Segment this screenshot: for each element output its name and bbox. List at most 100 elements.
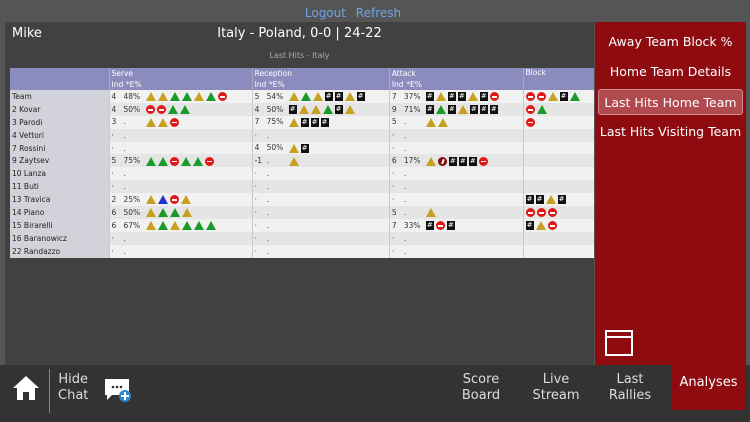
black-hash-square-icon: # xyxy=(425,221,434,231)
player-name: 3 Parodi xyxy=(10,115,109,129)
analyses-tab[interactable]: Analyses xyxy=(671,365,746,410)
ind-value: · xyxy=(391,169,395,179)
green-triangle-icon xyxy=(536,105,547,115)
last-rallies-line2: Rallies xyxy=(608,388,652,403)
name-header xyxy=(10,68,109,90)
table-row[interactable]: 4 Vettori ·. ·. ·. xyxy=(10,128,594,142)
e-pct-value: 50% xyxy=(123,207,141,217)
attack-cell: ·. xyxy=(388,141,524,155)
green-triangle-icon xyxy=(157,221,168,231)
menu-last-hits-home-team[interactable]: Last Hits Home Team xyxy=(598,89,743,115)
ind-value: 6 xyxy=(111,207,117,217)
yellow-triangle-icon xyxy=(425,156,436,166)
black-hash-square-icon: # xyxy=(425,105,434,115)
ind-value: · xyxy=(111,182,114,192)
green-triangle-icon xyxy=(435,105,446,115)
chat-add-icon[interactable] xyxy=(104,377,132,403)
match-title: Italy - Poland, 0-0 | 24-22 xyxy=(217,26,382,41)
green-triangle-icon xyxy=(157,208,168,218)
table-row[interactable]: 22 Randazzo ·. ·. ·. xyxy=(10,244,594,258)
e-pct-value: 71% xyxy=(403,104,421,114)
live-stream-button[interactable]: Live Stream xyxy=(530,372,582,404)
table-row[interactable]: 14 Piano 6 50% ·. 5. xyxy=(10,206,594,219)
view-subtitle: Last Hits - Italy xyxy=(269,51,330,60)
yellow-triangle-icon xyxy=(145,92,156,102)
table-row[interactable]: 10 Lanza ·. ·. ·. xyxy=(10,167,594,181)
logout-link[interactable]: Logout xyxy=(304,6,346,20)
red-minus-circle-icon xyxy=(525,105,535,115)
yellow-triangle-icon xyxy=(288,143,299,153)
reception-header: Reception xyxy=(251,68,390,79)
ind-value: · xyxy=(391,130,395,140)
block-cell xyxy=(522,115,594,129)
table-row[interactable]: 3 Parodi 3. 7 75% # # #5. xyxy=(10,115,594,129)
menu-last-hits-visiting-team[interactable]: Last Hits Visiting Team xyxy=(599,124,742,139)
green-triangle-icon xyxy=(179,105,190,115)
block-cell xyxy=(522,154,594,168)
player-name: 15 Birarelli xyxy=(10,218,109,232)
menu-away-team-block[interactable]: Away Team Block % xyxy=(608,34,733,49)
yellow-triangle-icon xyxy=(157,92,168,102)
serve-cell: 4 48% xyxy=(108,90,253,103)
black-hash-square-icon: # xyxy=(288,105,297,115)
player-name: 2 Kovar xyxy=(10,102,109,116)
e-pct-value: 33% xyxy=(403,220,421,230)
last-rallies-line1: Last xyxy=(616,372,644,387)
e-pct-value: 50% xyxy=(266,104,284,114)
table-row[interactable]: 15 Birarelli 6 67% ·. 7 33% # # # xyxy=(10,218,594,232)
ind-value: 4 xyxy=(254,104,260,114)
ind-value: · xyxy=(254,195,257,205)
ind-value: · xyxy=(111,130,114,140)
table-row[interactable]: 11 Buti ·. ·. ·. xyxy=(10,180,594,194)
window-icon[interactable] xyxy=(605,330,633,356)
ind-value: 4 xyxy=(111,91,117,101)
score-board-button[interactable]: Score Board xyxy=(455,372,507,404)
e-pct-value: . xyxy=(266,169,269,179)
table-row[interactable]: 16 Baranowicz ·. ·. ·. xyxy=(10,231,594,245)
menu-home-team-details[interactable]: Home Team Details xyxy=(609,64,732,79)
table-subheader-row: Ind *E% Ind *E% Ind *E% xyxy=(10,79,594,90)
red-minus-circle-icon xyxy=(547,221,557,231)
player-name: Team xyxy=(10,90,109,103)
player-name: 10 Lanza xyxy=(10,167,109,181)
home-icon[interactable] xyxy=(12,375,40,401)
hide-chat-button[interactable]: Hide Chat xyxy=(58,372,88,404)
block-cell xyxy=(522,167,594,181)
black-hash-square-icon: # xyxy=(469,105,478,115)
green-triangle-icon xyxy=(169,92,180,102)
score-board-line2: Board xyxy=(461,388,501,403)
black-hash-square-icon: # xyxy=(448,156,457,166)
blue-triangle-icon xyxy=(157,195,168,205)
yellow-triangle-icon xyxy=(145,195,156,205)
block-header: Block xyxy=(522,68,594,90)
e-pct-label: *E% xyxy=(406,80,422,89)
table-row[interactable]: Team 4 48% 5 54% # # #7 37% # # # # # xyxy=(10,90,594,103)
table-row[interactable]: 13 Travica 2 25% ·. ·. # # # xyxy=(10,193,594,207)
e-pct-value: 37% xyxy=(403,91,421,101)
refresh-link[interactable]: Refresh xyxy=(355,6,402,20)
attack-cell: ·. xyxy=(388,180,524,194)
e-pct-value: . xyxy=(123,143,126,153)
player-name: 7 Rossini xyxy=(10,141,109,155)
e-pct-value: . xyxy=(123,246,126,256)
red-minus-circle-icon xyxy=(536,208,546,218)
attack-cell: ·. xyxy=(388,167,524,181)
black-hash-square-icon: # xyxy=(446,221,455,231)
table-row[interactable]: 7 Rossini ·. 4 50% # ·. xyxy=(10,141,594,155)
table-row[interactable]: 9 Zaytsev 5 75% -1. 6 17% # # # xyxy=(10,154,594,168)
reception-cell: 7 75% # # # xyxy=(251,115,390,129)
ind-value: · xyxy=(254,233,257,243)
last-hits-table: Serve Reception Attack Block Ind *E% Ind… xyxy=(10,68,594,258)
ind-value: 9 xyxy=(391,104,397,114)
e-pct-value: . xyxy=(403,207,407,217)
table-row[interactable]: 2 Kovar 4 50% 4 50% # #9 71% # # # # # xyxy=(10,102,594,116)
last-rallies-button[interactable]: Last Rallies xyxy=(604,372,656,404)
yellow-triangle-icon xyxy=(457,105,468,115)
ind-value: · xyxy=(391,182,395,192)
ind-value: · xyxy=(391,246,395,256)
block-cell xyxy=(522,206,594,219)
ind-value: 6 xyxy=(391,156,397,166)
e-pct-value: 17% xyxy=(403,156,421,166)
attack-header: Attack xyxy=(388,68,524,79)
e-pct-value: 54% xyxy=(266,91,284,101)
